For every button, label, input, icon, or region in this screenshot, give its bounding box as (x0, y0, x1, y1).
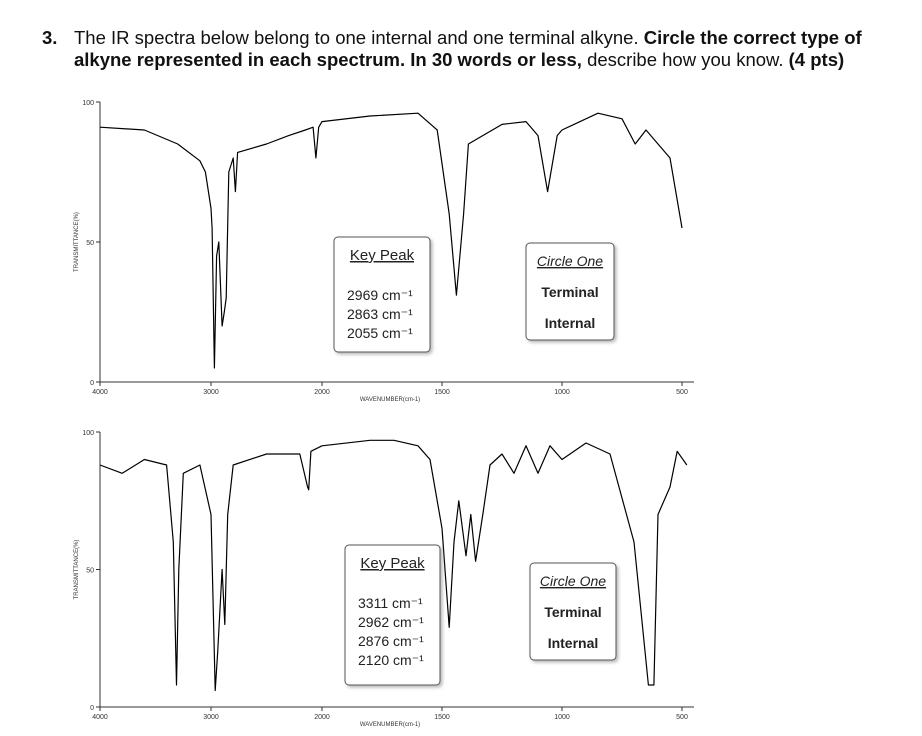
key-peak: 2969 cm⁻¹ (347, 287, 413, 303)
key-peak-box (344, 544, 441, 686)
x-tick-label: 3000 (203, 389, 219, 396)
x-tick-label: 3000 (203, 714, 219, 721)
key-peak: 2863 cm⁻¹ (347, 306, 413, 322)
x-tick-label: 1000 (554, 714, 570, 721)
y-tick-label: 100 (82, 430, 94, 437)
question-segment: Circle the correct type of alkyne repres… (74, 27, 862, 70)
circle-one-title: Circle One (540, 573, 606, 589)
question-segment: describe how you know. (587, 49, 784, 70)
x-tick-label: 1500 (434, 389, 450, 396)
x-tick-label: 4000 (92, 714, 108, 721)
spectrum-line (99, 112, 683, 369)
key-peak: 2962 cm⁻¹ (358, 614, 424, 630)
key-peak-box (333, 236, 431, 353)
x-tick-label: 2000 (314, 714, 330, 721)
question-text: The IR spectra below belong to one inter… (74, 27, 902, 71)
y-tick-label: 50 (86, 240, 94, 247)
key-peak: 2055 cm⁻¹ (347, 325, 413, 341)
x-tick-label: 1000 (554, 389, 570, 396)
circle-one-box (529, 562, 617, 661)
key-peak: 2876 cm⁻¹ (358, 633, 424, 649)
question: 3. The IR spectra below belong to one in… (42, 27, 902, 71)
alkyne-option: Internal (548, 635, 599, 651)
y-tick-label: 100 (82, 100, 94, 107)
x-axis-label: WAVENUMBER(cm-1) (360, 722, 420, 728)
y-tick-label: 0 (90, 380, 94, 387)
y-tick-label: 50 (86, 568, 94, 575)
key-peak-title: Key Peak (350, 247, 415, 264)
key-peak: 2120 cm⁻¹ (358, 652, 424, 668)
y-axis-label: TRANSMITTANCE(%) (74, 540, 80, 600)
alkyne-option: Terminal (544, 604, 601, 620)
key-peak: 3311 cm⁻¹ (358, 595, 423, 611)
y-tick-label: 0 (90, 705, 94, 712)
x-axis-label: WAVENUMBER(cm-1) (360, 397, 420, 403)
question-segment: (4 pts) (788, 49, 845, 70)
question-segment: In 30 words or less, (410, 49, 582, 70)
question-number: 3. (42, 27, 58, 48)
circle-one-title: Circle One (537, 253, 603, 269)
y-axis-label: TRANSMITTANCE(%) (74, 212, 80, 272)
x-tick-label: 500 (676, 714, 688, 721)
x-tick-label: 2000 (314, 389, 330, 396)
x-tick-label: 4000 (92, 389, 108, 396)
x-tick-label: 500 (676, 389, 688, 396)
x-tick-label: 1500 (434, 714, 450, 721)
spectrum-line (99, 439, 688, 692)
key-peak-title: Key Peak (360, 555, 425, 572)
question-segment: The IR spectra below belong to one inter… (74, 27, 639, 48)
alkyne-option: Internal (545, 315, 596, 331)
alkyne-option: Terminal (541, 284, 598, 300)
circle-one-box (525, 242, 615, 341)
